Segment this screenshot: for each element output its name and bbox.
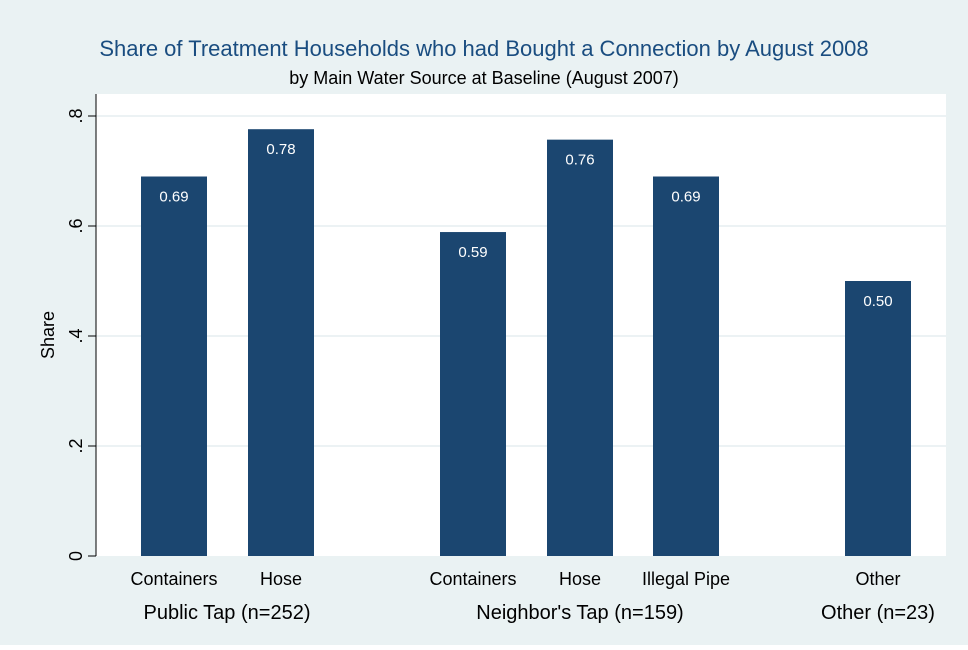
y-tick-label: .8 bbox=[66, 108, 86, 123]
bar bbox=[547, 139, 613, 556]
x-group-label: Other (n=23) bbox=[821, 602, 935, 624]
bar-value-label: 0.59 bbox=[458, 244, 487, 261]
bar-value-label: 0.76 bbox=[565, 152, 594, 169]
bar-value-label: 0.69 bbox=[159, 189, 188, 206]
x-category-label: Containers bbox=[130, 569, 217, 589]
y-tick-label: .6 bbox=[66, 218, 86, 233]
plot-area bbox=[96, 94, 946, 556]
bar bbox=[845, 281, 911, 556]
bar-value-label: 0.69 bbox=[671, 189, 700, 206]
x-category-label: Illegal Pipe bbox=[642, 569, 730, 589]
x-category-label: Containers bbox=[429, 569, 516, 589]
bar-value-label: 0.78 bbox=[266, 141, 295, 158]
x-category-label: Hose bbox=[559, 569, 601, 589]
y-tick-label: 0 bbox=[66, 551, 86, 561]
bar bbox=[141, 176, 207, 556]
x-group-label: Neighbor's Tap (n=159) bbox=[476, 602, 683, 624]
bar bbox=[440, 232, 506, 557]
axis-layer: 0 .2 .4 .6 .8 Containers Hose Containers Hose Ill… bbox=[66, 94, 935, 624]
x-category-label: Other bbox=[855, 569, 900, 589]
bar-value-label: 0.50 bbox=[863, 293, 892, 310]
y-tick-label: .2 bbox=[66, 438, 86, 453]
bars-layer: 0.69 0.78 0.59 0.76 0.69 0.50 bbox=[141, 129, 911, 557]
chart-title: Share of Treatment Households who had Bo… bbox=[99, 36, 868, 61]
bar bbox=[248, 129, 314, 556]
y-axis-label: Share bbox=[38, 311, 58, 359]
bar bbox=[653, 176, 719, 556]
y-tick-label: .4 bbox=[66, 328, 86, 343]
grid-layer bbox=[96, 115, 946, 447]
x-category-label: Hose bbox=[260, 569, 302, 589]
x-group-label: Public Tap (n=252) bbox=[144, 602, 311, 624]
chart-subtitle: by Main Water Source at Baseline (August… bbox=[289, 68, 679, 88]
